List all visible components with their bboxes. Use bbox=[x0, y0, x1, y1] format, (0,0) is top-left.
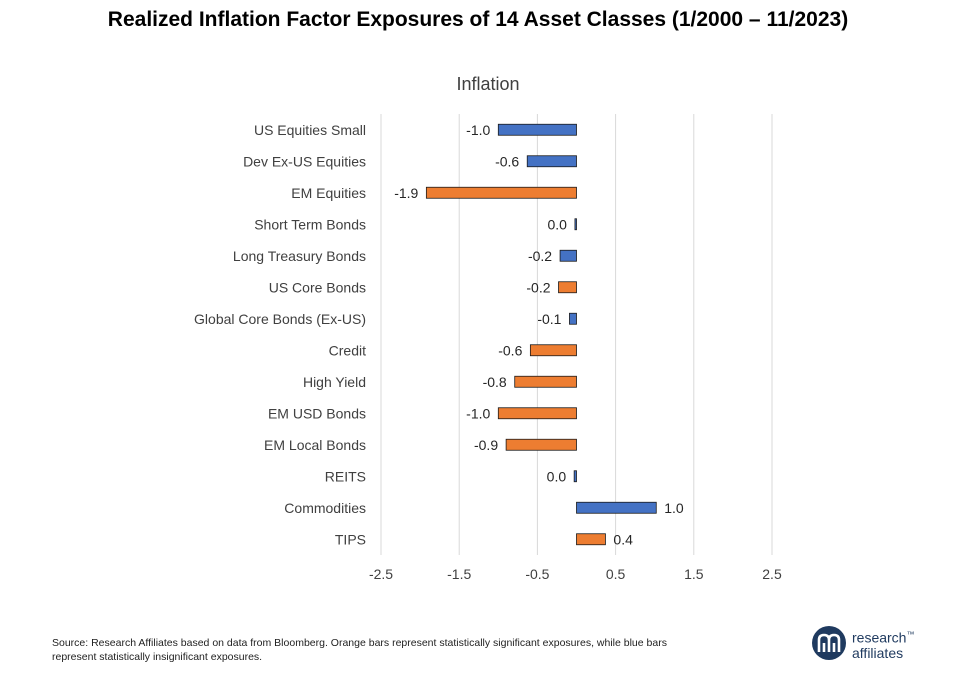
category-label: US Equities Small bbox=[254, 122, 366, 138]
category-label: EM USD Bonds bbox=[268, 405, 366, 421]
logo-text: research™ affiliates bbox=[852, 627, 914, 661]
data-label: -0.9 bbox=[474, 437, 498, 453]
bar bbox=[559, 249, 577, 262]
data-label: 0.4 bbox=[613, 531, 633, 547]
data-label: -0.2 bbox=[526, 279, 550, 295]
data-label: -1.0 bbox=[466, 405, 490, 421]
category-label: Credit bbox=[329, 342, 366, 358]
bar bbox=[576, 533, 606, 546]
x-tick-label: 1.5 bbox=[684, 566, 704, 582]
category-label: Commodities bbox=[284, 500, 366, 516]
bar bbox=[505, 438, 577, 451]
data-labels: -1.0 -0.6 -1.9 0.0 -0.2 -0.2 -0.1 -0.6 -0.8 -1.0 -… bbox=[394, 122, 684, 548]
data-label: -1.9 bbox=[394, 185, 418, 201]
page-title: Realized Inflation Factor Exposures of 1… bbox=[107, 8, 849, 31]
bar bbox=[529, 344, 577, 357]
logo-mark-icon bbox=[812, 626, 846, 660]
category-label: Global Core Bonds (Ex-US) bbox=[194, 311, 366, 327]
category-labels: US Equities Small Dev Ex-US Equities EM Eq… bbox=[194, 122, 366, 548]
data-label: -0.1 bbox=[537, 311, 561, 327]
source-note: Source: Research Affiliates based on dat… bbox=[52, 637, 667, 663]
x-tick-label: -2.5 bbox=[369, 566, 393, 582]
category-label: EM Equities bbox=[291, 185, 366, 201]
bar bbox=[576, 501, 657, 514]
category-label: TIPS bbox=[335, 531, 366, 547]
category-label: EM Local Bonds bbox=[264, 437, 366, 453]
bar bbox=[526, 155, 577, 168]
x-tick-label: -1.5 bbox=[447, 566, 471, 582]
category-label: Dev Ex-US Equities bbox=[243, 153, 366, 169]
category-label: High Yield bbox=[303, 374, 366, 390]
bar bbox=[574, 218, 577, 231]
logo-line-2: affiliates bbox=[852, 644, 904, 661]
bar bbox=[425, 186, 577, 199]
chart-title: Inflation bbox=[456, 74, 519, 94]
bar bbox=[497, 407, 577, 420]
data-label: -0.6 bbox=[495, 153, 519, 169]
research-affiliates-logo: research™ affiliates bbox=[812, 626, 932, 662]
bar bbox=[558, 281, 577, 294]
x-tick-label: -0.5 bbox=[525, 566, 549, 582]
category-label: US Core Bonds bbox=[269, 279, 366, 295]
x-axis-ticks: -2.5 -1.5 -0.5 0.5 1.5 2.5 bbox=[369, 566, 782, 582]
data-label: 0.0 bbox=[547, 468, 567, 484]
data-label: 1.0 bbox=[664, 500, 684, 516]
bar bbox=[514, 375, 577, 388]
data-label: -0.2 bbox=[528, 248, 552, 264]
bar bbox=[573, 470, 577, 483]
bar bbox=[569, 312, 577, 325]
x-tick-label: 2.5 bbox=[762, 566, 782, 582]
data-label: 0.0 bbox=[547, 216, 567, 232]
data-label: -0.6 bbox=[498, 342, 522, 358]
logo-line-1: research™ bbox=[852, 629, 915, 646]
category-label: REITS bbox=[325, 468, 366, 484]
grid-lines bbox=[380, 114, 773, 555]
data-label: -1.0 bbox=[466, 122, 490, 138]
bar bbox=[497, 123, 577, 136]
x-tick-label: 0.5 bbox=[606, 566, 626, 582]
bar-chart: Inflation US Equities Small Dev Ex-US Equ… bbox=[194, 74, 782, 582]
category-label: Long Treasury Bonds bbox=[233, 248, 366, 264]
category-label: Short Term Bonds bbox=[254, 216, 366, 232]
bars bbox=[425, 123, 657, 546]
data-label: -0.8 bbox=[483, 374, 507, 390]
